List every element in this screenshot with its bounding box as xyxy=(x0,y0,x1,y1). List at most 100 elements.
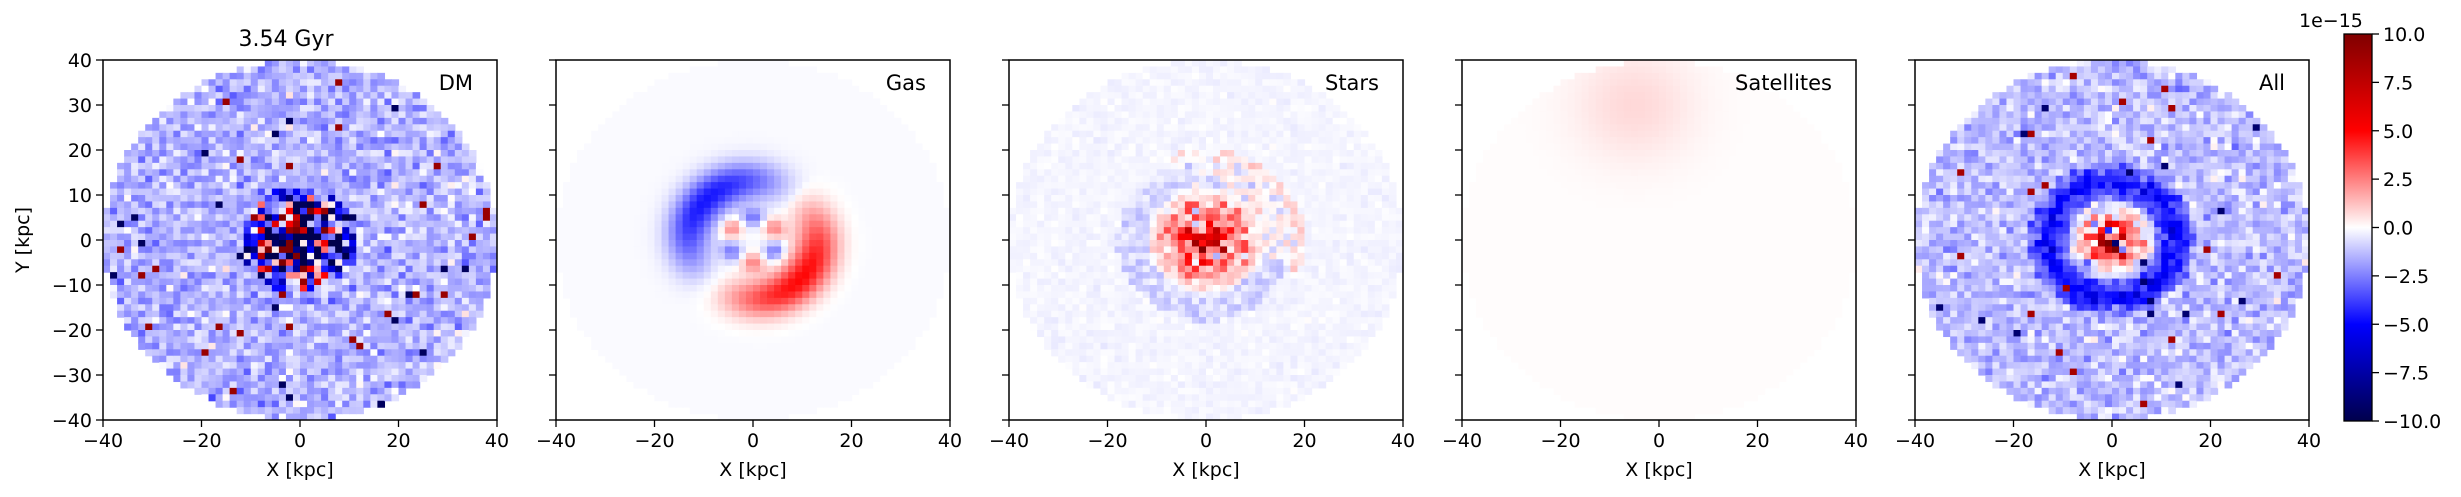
heatmap-cell xyxy=(661,143,670,151)
heatmap-cell xyxy=(426,143,435,151)
heatmap-cell xyxy=(419,156,428,164)
heatmap-cell xyxy=(138,246,146,254)
heatmap-cell xyxy=(745,252,754,260)
heatmap-cell xyxy=(292,124,301,132)
heatmap-cell xyxy=(724,105,733,113)
heatmap-cell xyxy=(201,349,210,357)
heatmap-cell xyxy=(419,130,428,138)
heatmap-cell xyxy=(654,156,663,164)
heatmap-cell xyxy=(745,175,754,183)
heatmap-cell xyxy=(285,85,294,93)
heatmap-cell xyxy=(612,156,620,164)
heatmap-cell xyxy=(342,304,350,312)
heatmap-cell xyxy=(201,207,210,215)
heatmap-cell xyxy=(647,150,656,158)
heatmap-cell xyxy=(731,143,740,151)
heatmap-cell xyxy=(250,394,259,402)
heatmap-cell xyxy=(584,207,592,215)
heatmap-cell xyxy=(201,195,210,203)
heatmap-cell xyxy=(774,381,782,389)
heatmap-cell xyxy=(689,272,698,280)
heatmap-cell xyxy=(654,124,663,132)
heatmap-cell xyxy=(243,323,252,331)
heatmap-cell xyxy=(598,310,606,318)
heatmap-cell xyxy=(710,85,719,93)
heatmap-cell xyxy=(349,330,357,338)
heatmap-cell xyxy=(577,169,585,177)
heatmap-cell xyxy=(689,156,698,164)
heatmap-cell xyxy=(696,336,705,344)
heatmap-cell xyxy=(781,201,789,209)
heatmap-cell xyxy=(696,394,705,402)
heatmap-cell xyxy=(879,162,888,170)
heatmap-cell xyxy=(117,220,125,228)
heatmap-cell xyxy=(816,105,824,113)
heatmap-cell xyxy=(180,150,189,158)
heatmap-cell xyxy=(166,252,174,260)
heatmap-cell xyxy=(278,117,287,125)
heatmap-cell xyxy=(117,272,125,280)
heatmap-cell xyxy=(152,272,160,280)
heatmap-cell xyxy=(724,79,733,87)
heatmap-cell xyxy=(802,85,810,93)
heatmap-cell xyxy=(753,79,761,87)
heatmap-cell xyxy=(598,278,606,286)
heatmap-cell xyxy=(405,240,414,248)
heatmap-cell xyxy=(689,188,698,196)
heatmap-cell xyxy=(264,150,273,158)
heatmap-cell xyxy=(138,310,146,318)
heatmap-cell xyxy=(830,342,839,350)
heatmap-cell xyxy=(201,214,210,222)
heatmap-cell xyxy=(745,278,754,286)
heatmap-cell xyxy=(412,105,421,113)
heatmap-cell xyxy=(356,368,364,376)
heatmap-cell xyxy=(802,272,810,280)
heatmap-cell xyxy=(356,150,364,158)
heatmap-cell xyxy=(271,156,280,164)
heatmap-cell xyxy=(271,362,280,370)
heatmap-cell xyxy=(872,330,881,338)
heatmap-cell xyxy=(356,375,364,383)
heatmap-cell xyxy=(935,259,944,267)
heatmap-cell xyxy=(647,240,656,248)
heatmap-cell xyxy=(696,291,705,299)
heatmap-cell xyxy=(412,278,421,286)
heatmap-cell xyxy=(703,265,712,273)
heatmap-cell xyxy=(215,355,224,363)
heatmap-cell xyxy=(215,85,224,93)
y-tick-label: 10 xyxy=(68,185,92,207)
heatmap-cell xyxy=(654,278,663,286)
heatmap-cell xyxy=(300,92,308,100)
heatmap-cell xyxy=(300,111,308,119)
heatmap-cell xyxy=(278,227,287,235)
heatmap-cell xyxy=(760,182,768,190)
heatmap-cell xyxy=(278,111,287,119)
heatmap-cell xyxy=(717,182,726,190)
heatmap-cell xyxy=(591,188,599,196)
heatmap-cell xyxy=(278,362,287,370)
heatmap-cell xyxy=(321,195,329,203)
heatmap-cell xyxy=(788,387,796,395)
heatmap-cell xyxy=(285,182,294,190)
heatmap-cell xyxy=(795,117,803,125)
heatmap-cell xyxy=(292,400,301,408)
heatmap-cell xyxy=(278,72,287,80)
heatmap-cell xyxy=(328,349,336,357)
heatmap-cell xyxy=(412,188,421,196)
heatmap-cell xyxy=(180,252,189,260)
heatmap-cell xyxy=(682,207,691,215)
heatmap-cell xyxy=(781,297,789,305)
heatmap-cell xyxy=(668,79,677,87)
heatmap-cell xyxy=(661,175,670,183)
heatmap-cell xyxy=(307,394,315,402)
heatmap-cell xyxy=(349,394,357,402)
heatmap-cell xyxy=(363,117,371,125)
heatmap-cell xyxy=(166,336,174,344)
heatmap-cell xyxy=(398,310,407,318)
heatmap-cell xyxy=(830,285,839,293)
heatmap-cell xyxy=(159,297,167,305)
heatmap-cell xyxy=(738,233,747,241)
heatmap-cell xyxy=(180,336,189,344)
heatmap-cell xyxy=(788,381,796,389)
heatmap-cell xyxy=(138,188,146,196)
